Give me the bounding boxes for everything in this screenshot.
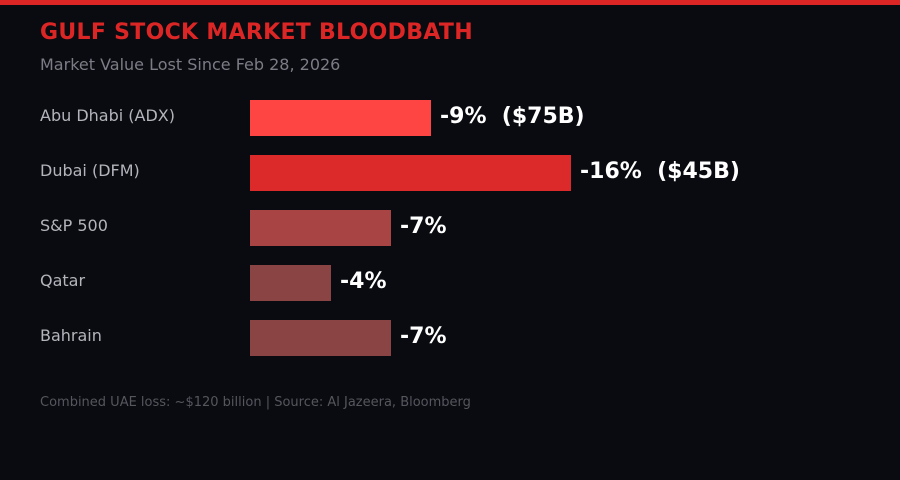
bar: [250, 155, 571, 191]
bar: [250, 210, 391, 246]
bar-row: Bahrain -7%: [0, 320, 900, 356]
bar-row: Qatar -4%: [0, 265, 900, 301]
bar-row: Dubai (DFM) -16% ($45B): [0, 155, 900, 191]
chart-subtitle: Market Value Lost Since Feb 28, 2026: [40, 55, 341, 74]
data-label: -16% ($45B): [580, 159, 740, 184]
category-label: Dubai (DFM): [40, 161, 140, 180]
category-label: Bahrain: [40, 326, 102, 345]
data-label: -7%: [400, 324, 447, 349]
data-label: -4%: [340, 269, 387, 294]
bar-row: S&P 500 -7%: [0, 210, 900, 246]
bar: [250, 320, 391, 356]
top-accent-bar: [0, 0, 900, 5]
chart-title: GULF STOCK MARKET BLOODBATH: [40, 20, 473, 45]
data-label: -7%: [400, 214, 447, 239]
bar: [250, 265, 331, 301]
bar: [250, 100, 431, 136]
category-label: Qatar: [40, 271, 86, 290]
bar-row: Abu Dhabi (ADX) -9% ($75B): [0, 100, 900, 136]
category-label: S&P 500: [40, 216, 108, 235]
category-label: Abu Dhabi (ADX): [40, 106, 175, 125]
chart-footer: Combined UAE loss: ~$120 billion | Sourc…: [40, 395, 471, 410]
data-label: -9% ($75B): [440, 104, 585, 129]
